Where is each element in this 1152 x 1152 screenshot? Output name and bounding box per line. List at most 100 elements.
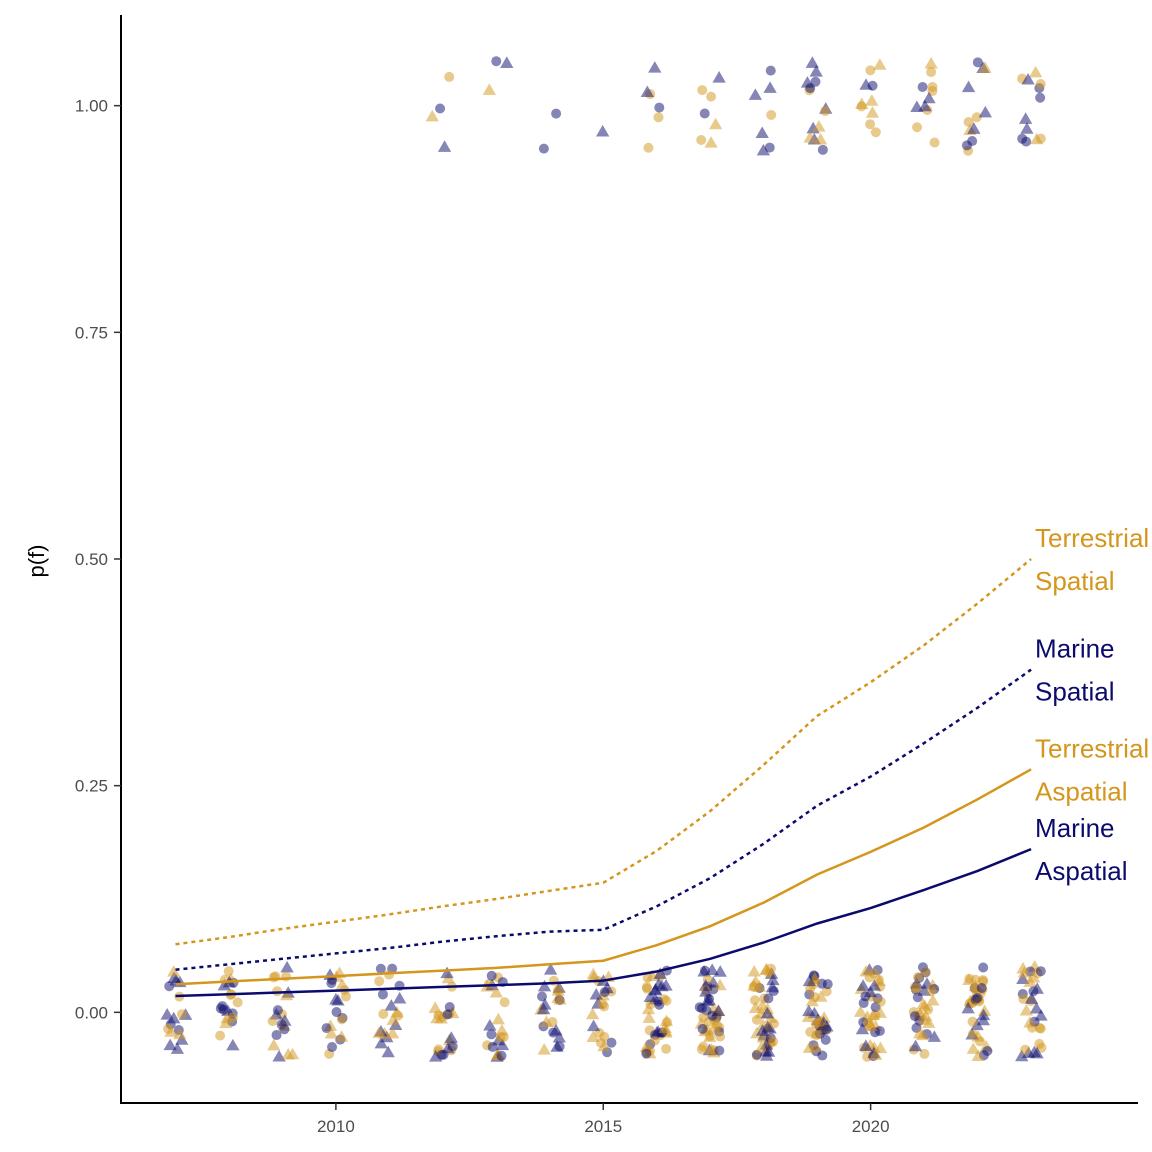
data-point-triangle xyxy=(748,974,763,987)
data-point-triangle xyxy=(1016,972,1030,984)
data-point-circle xyxy=(967,136,978,147)
data-point-circle xyxy=(967,1029,978,1040)
data-point-triangle xyxy=(978,61,992,73)
data-point-triangle xyxy=(1034,1009,1048,1021)
data-point-triangle xyxy=(927,1030,941,1042)
data-point-triangle xyxy=(219,1016,233,1029)
data-point-circle xyxy=(641,1048,652,1059)
data-point-triangle xyxy=(873,58,887,70)
data-point-triangle xyxy=(766,973,780,986)
x-tick-label: 2020 xyxy=(852,1117,890,1136)
data-point-circle xyxy=(436,1049,447,1060)
data-point-triangle xyxy=(803,131,817,143)
data-point-circle xyxy=(643,142,654,153)
data-point-triangle xyxy=(430,1011,444,1024)
series-label-line1: Terrestrial xyxy=(1035,523,1149,553)
data-point-triangle xyxy=(167,965,181,977)
data-point-circle xyxy=(714,1045,725,1056)
data-point-circle xyxy=(642,972,653,983)
data-point-triangle xyxy=(856,979,870,991)
data-point-circle xyxy=(712,1020,723,1031)
data-point-triangle xyxy=(1019,1004,1034,1016)
data-point-circle xyxy=(327,1042,338,1053)
data-point-triangle xyxy=(381,1045,395,1058)
data-point-circle xyxy=(551,108,562,119)
data-point-triangle xyxy=(853,1005,868,1017)
data-point-circle xyxy=(495,1032,506,1043)
data-point-circle xyxy=(499,997,510,1008)
data-point-circle xyxy=(661,1043,672,1054)
data-point-circle xyxy=(864,972,875,983)
data-point-circle xyxy=(765,65,776,76)
data-point-circle xyxy=(865,65,876,76)
data-point-circle xyxy=(1018,993,1029,1004)
data-point-circle xyxy=(920,967,931,978)
data-point-circle xyxy=(548,1027,559,1038)
data-point-triangle xyxy=(372,1026,386,1038)
data-point-circle xyxy=(340,991,351,1002)
data-point-circle xyxy=(597,999,608,1010)
data-point-circle xyxy=(870,127,881,138)
data-point-triangle xyxy=(926,993,940,1006)
data-point-triangle xyxy=(586,1030,600,1042)
x-tick-label: 2010 xyxy=(317,1117,355,1136)
data-point-triangle xyxy=(704,136,718,148)
data-point-circle xyxy=(227,1012,238,1023)
data-point-triangle xyxy=(587,970,601,983)
data-point-triangle xyxy=(655,979,669,992)
data-point-triangle xyxy=(1016,961,1030,974)
data-point-circle xyxy=(715,1031,726,1042)
data-point-circle xyxy=(820,106,831,117)
data-point-circle xyxy=(215,1030,226,1041)
data-point-circle xyxy=(232,997,243,1008)
data-point-circle xyxy=(697,85,708,96)
data-point-circle xyxy=(336,1014,347,1025)
data-point-circle xyxy=(749,995,760,1006)
data-point-triangle xyxy=(482,83,496,95)
data-point-circle xyxy=(444,71,455,82)
data-point-triangle xyxy=(441,1041,455,1054)
trend-line-terrestrial-spatial xyxy=(175,558,1032,946)
data-point-triangle xyxy=(1021,73,1035,85)
data-point-triangle xyxy=(543,963,558,975)
data-point-circle xyxy=(698,1041,709,1052)
series-label-line2: Spatial xyxy=(1035,677,1115,707)
data-point-circle xyxy=(706,91,717,102)
data-point-triangle xyxy=(226,1038,240,1051)
data-point-circle xyxy=(606,1037,617,1048)
data-point-triangle xyxy=(585,1007,600,1020)
data-point-triangle xyxy=(971,1049,985,1061)
data-point-circle xyxy=(487,1041,498,1052)
data-point-triangle xyxy=(425,109,439,122)
y-tick-label: 0.25 xyxy=(75,777,108,796)
data-point-triangle xyxy=(495,1023,509,1036)
data-point-triangle xyxy=(747,964,761,977)
data-point-triangle xyxy=(1015,1049,1029,1062)
y-axis-ticks: 0.00 0.25 0.50 0.75 1.00 xyxy=(75,97,121,1022)
series-label-line2: Spatial xyxy=(1035,566,1115,596)
data-point-triangle xyxy=(374,1036,388,1049)
data-point-circle xyxy=(820,1034,831,1045)
scatter-points xyxy=(160,56,1048,1062)
data-point-circle xyxy=(699,108,710,119)
data-point-triangle xyxy=(761,1020,775,1033)
data-point-circle xyxy=(696,135,707,146)
data-point-triangle xyxy=(706,976,720,988)
data-point-circle xyxy=(271,1030,282,1041)
data-point-triangle xyxy=(334,1030,349,1042)
data-point-circle xyxy=(766,109,777,120)
data-point-circle xyxy=(599,987,610,998)
data-point-triangle xyxy=(802,974,817,987)
data-point-circle xyxy=(963,117,974,128)
data-point-triangle xyxy=(802,1004,816,1017)
data-point-circle xyxy=(272,1005,283,1016)
data-point-triangle xyxy=(279,988,294,1001)
data-point-triangle xyxy=(1023,1015,1037,1028)
data-point-triangle xyxy=(713,978,727,991)
data-point-circle xyxy=(970,974,981,985)
data-point-triangle xyxy=(961,80,976,93)
data-point-circle xyxy=(929,137,940,148)
data-point-triangle xyxy=(967,122,981,134)
data-point-triangle xyxy=(550,1040,564,1052)
data-point-triangle xyxy=(267,1038,281,1051)
